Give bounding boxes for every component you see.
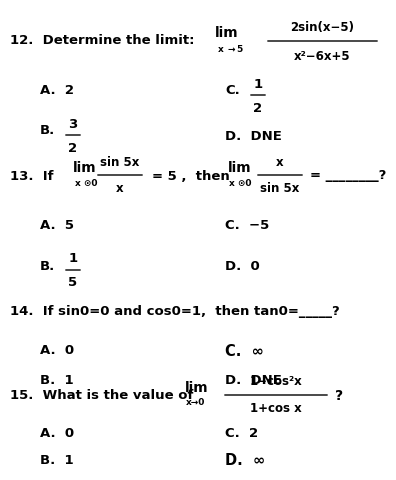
- Text: D.  DNE: D. DNE: [225, 129, 282, 142]
- Text: 1: 1: [69, 252, 78, 265]
- Text: x²−6x+5: x²−6x+5: [294, 50, 350, 63]
- Text: lim: lim: [185, 380, 209, 394]
- Text: x $\mathbf{\rightarrow}$5: x $\mathbf{\rightarrow}$5: [217, 42, 245, 53]
- Text: 5: 5: [69, 276, 78, 289]
- Text: x→0: x→0: [186, 397, 206, 407]
- Text: x ⊙0: x ⊙0: [75, 178, 97, 187]
- Text: sin 5x: sin 5x: [260, 181, 300, 194]
- Text: 13.  If: 13. If: [10, 169, 53, 182]
- Text: A.  0: A. 0: [40, 427, 74, 440]
- Text: A.  2: A. 2: [40, 84, 74, 97]
- Text: 1+cos x: 1+cos x: [250, 402, 302, 415]
- Text: sin 5x: sin 5x: [100, 156, 140, 169]
- Text: C.  ∞: C. ∞: [225, 343, 264, 358]
- Text: C.  2: C. 2: [225, 427, 258, 440]
- Text: 15.  What is the value of: 15. What is the value of: [10, 389, 193, 402]
- Text: 2: 2: [69, 141, 78, 154]
- Text: = 5 ,  then: = 5 , then: [152, 169, 230, 182]
- Text: x: x: [116, 181, 124, 194]
- Text: D.  ∞: D. ∞: [225, 453, 265, 468]
- Text: B.: B.: [40, 259, 55, 272]
- Text: 3: 3: [69, 117, 78, 130]
- Text: x ⊙0: x ⊙0: [229, 178, 251, 187]
- Text: D.  0: D. 0: [225, 259, 260, 272]
- Text: lim: lim: [215, 26, 239, 40]
- Text: C.: C.: [225, 84, 240, 97]
- Text: = ________?: = ________?: [310, 169, 386, 182]
- Text: lim: lim: [228, 161, 251, 175]
- Text: lim: lim: [73, 161, 97, 175]
- Text: 1: 1: [253, 78, 263, 91]
- Text: 2sin(x−5): 2sin(x−5): [290, 21, 354, 34]
- Text: ?: ?: [335, 388, 343, 402]
- Text: 12.  Determine the limit:: 12. Determine the limit:: [10, 35, 194, 48]
- Text: 2: 2: [253, 101, 263, 114]
- Text: 14.  If sin0=0 and cos0=1,  then tan0=_____?: 14. If sin0=0 and cos0=1, then tan0=____…: [10, 304, 340, 317]
- Text: B.  1: B. 1: [40, 374, 74, 387]
- Text: x: x: [276, 156, 284, 169]
- Text: A.  5: A. 5: [40, 219, 74, 232]
- Text: B.  1: B. 1: [40, 454, 74, 467]
- Text: 1−cos²x: 1−cos²x: [249, 375, 303, 388]
- Text: C.  −5: C. −5: [225, 219, 269, 232]
- Text: B.: B.: [40, 124, 55, 137]
- Text: D.  DNE: D. DNE: [225, 374, 282, 387]
- Text: A.  0: A. 0: [40, 344, 74, 357]
